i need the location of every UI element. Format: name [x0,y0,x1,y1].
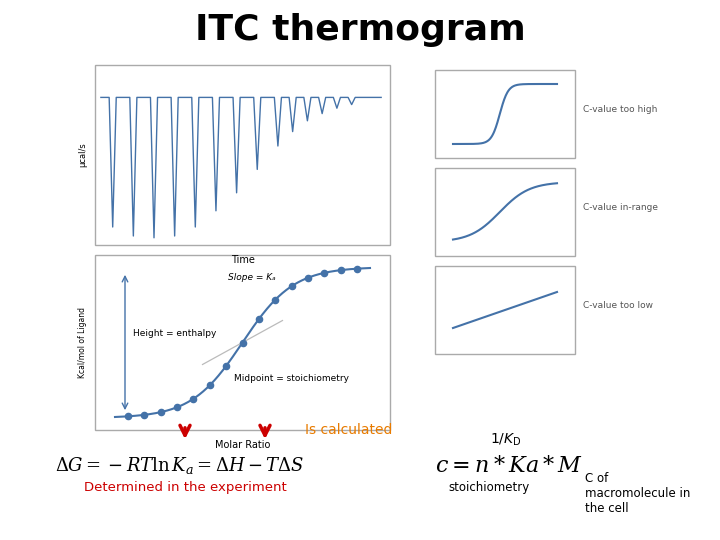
Bar [435,168,575,256]
Point [319,268,330,277]
Point [204,381,215,390]
Text: Determined in the experiment: Determined in the experiment [84,482,287,495]
Text: Midpoint = stoichiometry: Midpoint = stoichiometry [234,374,348,383]
Text: ITC thermogram: ITC thermogram [194,13,526,47]
Point [155,408,166,416]
Point [351,265,363,273]
Point [237,338,248,347]
Point [220,362,232,370]
Text: $\Delta G = -RT\ln K_a = \Delta H - T\Delta S$: $\Delta G = -RT\ln K_a = \Delta H - T\De… [55,455,305,476]
Text: C of
macromolecule in
the cell: C of macromolecule in the cell [585,472,690,515]
Point [138,410,150,419]
Point [269,295,281,304]
Text: $1/K_{\rm D}$: $1/K_{\rm D}$ [490,432,521,448]
Point [302,273,314,282]
Text: C-value too high: C-value too high [583,105,657,114]
Point [335,266,346,274]
Text: Kcal/mol of Ligand: Kcal/mol of Ligand [78,307,87,378]
Text: μcal/s: μcal/s [78,143,87,167]
Point [286,282,297,291]
Bar [95,255,390,430]
Text: C-value in-range: C-value in-range [583,203,658,212]
Point [171,403,183,411]
Text: Is calculated: Is calculated [305,423,392,437]
Text: Molar Ratio: Molar Ratio [215,440,270,450]
Text: Time: Time [230,255,254,265]
Text: Slope = Kₐ: Slope = Kₐ [228,273,275,282]
Text: Height = enthalpy: Height = enthalpy [133,329,217,338]
Text: stoichiometry: stoichiometry [448,482,529,495]
Text: $c = n * Ka * M$: $c = n * Ka * M$ [435,455,583,476]
Point [253,315,265,323]
Bar [435,266,575,354]
Bar [95,65,390,245]
Point [122,412,133,421]
Point [188,395,199,403]
Text: C-value too low: C-value too low [583,301,653,310]
Bar [435,70,575,158]
